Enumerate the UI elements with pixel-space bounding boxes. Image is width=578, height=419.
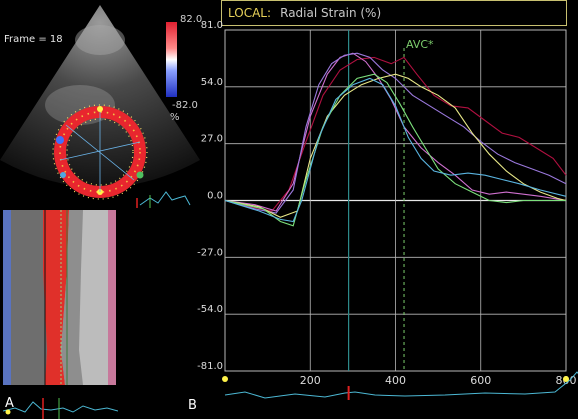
y-tick-label: 81.0 [201, 20, 223, 31]
avc-label: AVC* [406, 38, 434, 51]
y-tick-label: 27.0 [201, 134, 223, 145]
y-tick-label: -54.0 [197, 304, 223, 315]
ecg-end-marker [563, 376, 569, 382]
x-tick-label: 200 [300, 374, 321, 387]
colorbar-max-label: 82.0 [180, 14, 203, 25]
panel-label-a: A [5, 396, 14, 411]
colorbar-unit-label: % [170, 112, 180, 123]
header-title: Radial Strain (%) [280, 6, 382, 20]
ultrasound-sector [0, 5, 200, 188]
panel-label-b: B [188, 398, 197, 413]
y-tick-label: 54.0 [201, 77, 223, 88]
frame-label: Frame = 18 [4, 34, 63, 45]
strain-series-1 [224, 56, 567, 212]
colorbar-min-label: -82.0 [172, 100, 198, 111]
mmode-strain-map [3, 210, 116, 385]
mmode-ecg-trace [3, 398, 118, 419]
y-tick-label: -81.0 [197, 361, 223, 372]
strain-series-6 [224, 77, 567, 223]
ecg-trace [224, 371, 578, 399]
y-tick-label: 0.0 [207, 191, 223, 202]
x-tick-label: 400 [385, 374, 406, 387]
echo-image [0, 5, 200, 208]
y-tick-label: -27.0 [197, 247, 223, 258]
x-tick-label: 600 [470, 374, 491, 387]
strain-colorbar [166, 22, 177, 97]
strain-series-3 [224, 52, 567, 214]
anchor-point-top[interactable] [97, 106, 103, 112]
ecg-start-marker [222, 376, 228, 382]
chart-header: LOCAL: Radial Strain (%) [221, 0, 567, 26]
header-prefix: LOCAL: [228, 6, 272, 20]
